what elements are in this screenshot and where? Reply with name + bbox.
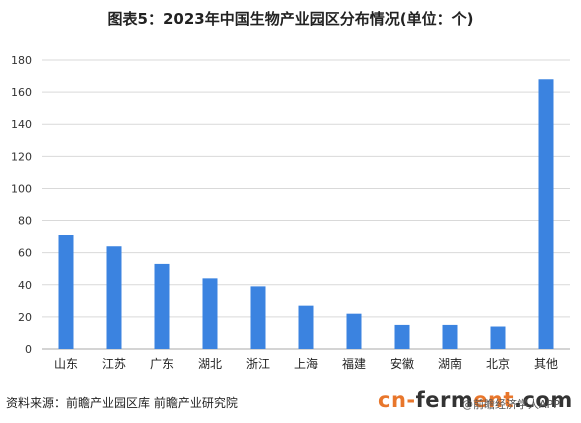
y-tick-label: 80 [18, 215, 32, 228]
bar [58, 235, 74, 349]
y-tick-label: 180 [11, 54, 32, 67]
logo-part-4: .com [513, 388, 573, 412]
bar [346, 313, 362, 349]
source-note: 资料来源：前瞻产业园区库 前瞻产业研究院 [6, 396, 238, 410]
bar [154, 263, 170, 349]
bars [58, 79, 554, 350]
y-tick-label: 20 [18, 311, 32, 324]
x-axis-labels: 山东 江苏 广东 湖北 浙江 上海 福建 安徽 湖南 北京 其他 [54, 356, 558, 371]
x-tick-label: 北京 [486, 357, 510, 371]
x-tick-label: 湖北 [198, 356, 222, 371]
bar [394, 324, 410, 349]
logo-part-3: ent [473, 388, 514, 412]
x-tick-label: 浙江 [246, 357, 270, 371]
bar [106, 246, 122, 349]
y-tick-label: 60 [18, 247, 32, 260]
y-tick-label: 0 [25, 343, 32, 356]
y-tick-label: 100 [11, 182, 32, 195]
x-tick-label: 湖南 [438, 356, 462, 371]
bar [298, 305, 314, 349]
x-tick-label: 江苏 [102, 357, 126, 371]
x-tick-label: 山东 [54, 357, 78, 371]
bar [490, 326, 506, 349]
logo-part-2: ferm [415, 388, 474, 412]
bar [442, 324, 458, 349]
y-axis-ticks: 0 20 40 60 80 100 120 140 160 180 [11, 54, 32, 356]
y-tick-label: 40 [18, 279, 32, 292]
logo-part-1: cn- [378, 388, 416, 412]
watermark-logo: cn-ferment.com [378, 388, 573, 412]
bar [250, 286, 266, 349]
x-tick-label: 福建 [342, 356, 366, 371]
x-tick-label: 广东 [150, 357, 174, 371]
x-tick-label: 上海 [294, 356, 318, 371]
bar [538, 79, 554, 350]
y-tick-label: 140 [11, 118, 32, 131]
bar [202, 278, 218, 349]
watermark-tail-text: @前瞻经济学人APP [462, 398, 560, 411]
y-tick-label: 160 [11, 86, 32, 99]
chart-title: 图表5：2023年中国生物产业园区分布情况(单位：个) [107, 10, 474, 28]
x-tick-label: 安徽 [390, 356, 414, 371]
y-tick-label: 120 [11, 150, 32, 163]
x-tick-label: 其他 [534, 357, 558, 371]
